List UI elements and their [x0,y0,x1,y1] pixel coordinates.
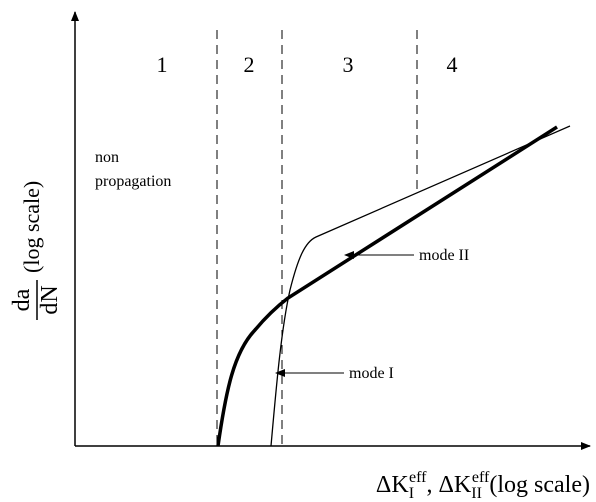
y-label: da dN (log scale) [9,181,63,320]
mode-ii-curve [216,125,558,447]
x-label-sup: eff [472,469,490,486]
x-label-sub: I [409,485,414,502]
x-label-sub: II [471,485,482,502]
region-label: 2 [244,52,255,77]
region-label: 1 [157,52,168,77]
region-note: propagation [95,173,171,190]
region-label: 3 [343,52,354,77]
region-label: 4 [447,52,458,77]
x-label-part: , ΔK [426,472,471,498]
x-label-sup: eff [409,469,427,486]
y-label-denominator: dN [37,285,63,314]
mode-i-curve [270,125,571,447]
region-note: non [95,149,119,166]
y-label-suffix: (log scale) [19,181,44,273]
annotation: mode II [419,247,469,264]
x-label: ΔKIeff, ΔKIIeff(log scale) [376,469,590,502]
x-label-part: ΔK [376,472,409,498]
x-label-part: (log scale) [489,472,590,498]
y-label-numerator: da [9,288,35,311]
annotation: mode I [349,365,394,382]
